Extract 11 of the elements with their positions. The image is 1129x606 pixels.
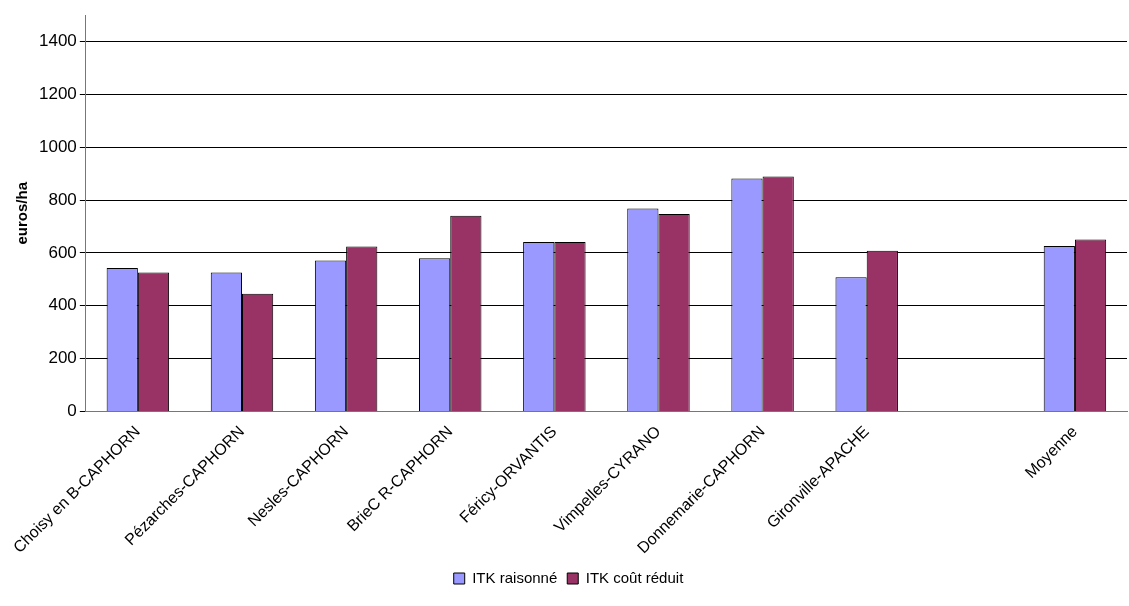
y-tick-label: 800: [48, 189, 77, 209]
y-tick-label: 0: [67, 401, 77, 421]
legend-label: ITK coût réduit: [585, 568, 685, 586]
y-axis-title: euros/ha: [13, 181, 31, 245]
y-tick-label: 600: [48, 242, 77, 262]
y-tick-label: 200: [48, 348, 77, 368]
y-tick-label: 400: [48, 295, 77, 315]
y-tick-label: 1400: [38, 31, 77, 51]
y-tick-label: 1000: [38, 136, 77, 156]
y-tick-label: 1200: [38, 83, 77, 103]
legend-label: ITK raisonné: [472, 568, 558, 586]
